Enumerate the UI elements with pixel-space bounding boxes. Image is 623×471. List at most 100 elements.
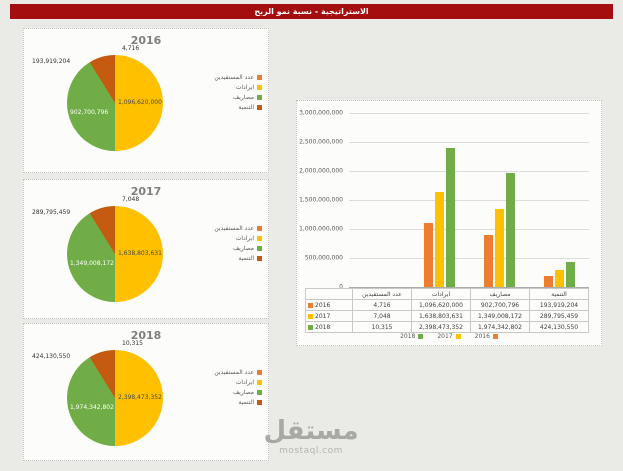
legend-item: عدد المستفيدين [198,225,262,232]
chart-legend: عدد المستفيدين ايرادات مصاريف التنمية [198,71,262,114]
legend-item: ايرادات [198,379,262,386]
data-label-development: 193,919,204 [32,58,71,65]
legend-label: مصاريف [232,245,254,252]
chart-title-2017: 2017 [130,185,162,198]
data-label-expense: 1,349,008,172 [70,260,114,267]
table-cell: 289,795,459 [529,310,589,322]
legend-label: التنمية [238,255,254,262]
series-marker-icon [308,302,313,308]
y-axis-label: 2,500,000,000 [299,138,343,146]
legend-label: ايرادات [235,379,254,386]
bar-group [469,113,529,287]
y-axis-label: 3,000,000,000 [299,109,343,117]
table-cell: 1,638,803,631 [411,310,471,322]
column-header: ايرادات [411,288,471,300]
chart-title-2016: 2016 [130,34,162,47]
legend-marker-icon [257,75,262,80]
table-cell: 7,048 [352,310,412,322]
legend-marker-icon [492,334,498,339]
pie-2018 [67,350,163,446]
y-axis-label: 0 [339,283,343,291]
bar-2017 [434,191,444,287]
series-marker-icon [308,313,313,319]
table-corner-cell [305,288,353,300]
column-header: عدد المستفيدين [352,288,412,300]
table-cell: 4,716 [352,299,412,311]
table-row: 2017 7,048 1,638,803,631 1,349,008,172 289,7… [305,310,589,322]
bar-2016 [423,223,433,287]
bar-chart-panel: 3,000,000,000 2,500,000,000 2,000,000,000 1… [296,100,602,346]
data-label-beneficiaries: 10,315 [122,340,143,347]
legend-item: مصاريف [198,389,262,396]
table-cell: 424,130,550 [529,321,589,333]
legend-label: مصاريف [232,389,254,396]
legend-item: ايرادات [198,84,262,91]
data-label-beneficiaries: 7,048 [122,196,140,203]
legend-item: عدد المستفيدين [198,74,262,81]
legend-marker-icon [257,105,262,110]
legend-label: 2018 [400,333,416,340]
legend-marker-icon [257,400,262,405]
table-row: 2018 10,315 2,398,473,352 1,974,342,802 424,… [305,321,589,333]
legend-label: 2016 [474,333,490,340]
legend-marker-icon [257,236,262,241]
chart-title-2018: 2018 [130,329,162,342]
legend-marker-icon [418,334,424,339]
legend-label: عدد المستفيدين [214,369,254,376]
bar-2018 [445,147,455,287]
table-cell: 193,919,204 [529,299,589,311]
bar-2017 [554,270,564,287]
bar-2018 [505,172,515,287]
legend-item: عدد المستفيدين [198,369,262,376]
legend-item: التنمية [198,104,262,111]
legend-label: عدد المستفيدين [214,225,254,232]
column-header: التنمية [529,288,589,300]
bar-2018 [565,262,575,287]
legend-marker-icon [257,380,262,385]
data-label-development: 289,795,459 [32,209,71,216]
plot-area [349,113,589,288]
title-bar: الاستراتيجية - نسبة نمو الربح [10,4,613,19]
data-label-revenue: 1,096,620,000 [118,99,162,106]
series-marker-icon [308,324,313,330]
pie-2016 [67,55,163,151]
legend-marker-icon [257,246,262,251]
legend-item: 2016 [475,333,498,340]
table-cell: 1,096,620,000 [411,299,471,311]
table-cell: 2,398,473,352 [411,321,471,333]
data-label-expense: 902,700,796 [70,109,109,116]
chart-legend: عدد المستفيدين ايرادات مصاريف التنمية [198,222,262,265]
table-header-row: عدد المستفيدين ايرادات مصاريف التنمية [305,288,589,300]
table-row: 2016 4,716 1,096,620,000 902,700,796 193,919… [305,299,589,311]
legend-label: ايرادات [235,235,254,242]
bar-group [529,113,589,287]
legend-item: التنمية [198,399,262,406]
bar-chart-legend: 2016 2017 2018 [297,333,601,340]
row-key: 2018 [305,321,353,333]
legend-label: عدد المستفيدين [214,74,254,81]
pie-chart-panel-2018: 2018 10,315 424,130,550 2,398,473,352 1,… [23,323,269,461]
watermark-brand: مستقل [263,416,359,446]
watermark-domain: mostaql.com [279,445,343,456]
bar-2016 [483,234,493,287]
page-title: الاستراتيجية - نسبة نمو الربح [254,7,369,16]
legend-item: 2017 [437,333,461,340]
legend-marker-icon [257,390,262,395]
bars-container [349,113,589,287]
column-header: مصاريف [470,288,530,300]
legend-label: التنمية [238,104,254,111]
bar-group [409,113,469,287]
mostaql-watermark: مستقل mostaql.com [233,417,389,456]
chart-legend: عدد المستفيدين ايرادات مصاريف التنمية [198,366,262,409]
legend-marker-icon [455,334,461,339]
legend-marker-icon [257,370,262,375]
legend-item: مصاريف [198,245,262,252]
legend-label: التنمية [238,399,254,406]
y-axis-label: 2,000,000,000 [299,167,343,175]
legend-label: ايرادات [235,84,254,91]
legend-item: التنمية [198,255,262,262]
pie-chart-panel-2017: 2017 7,048 289,795,459 1,638,803,631 1,3… [23,179,269,319]
bar-2017 [494,208,504,287]
legend-marker-icon [257,226,262,231]
